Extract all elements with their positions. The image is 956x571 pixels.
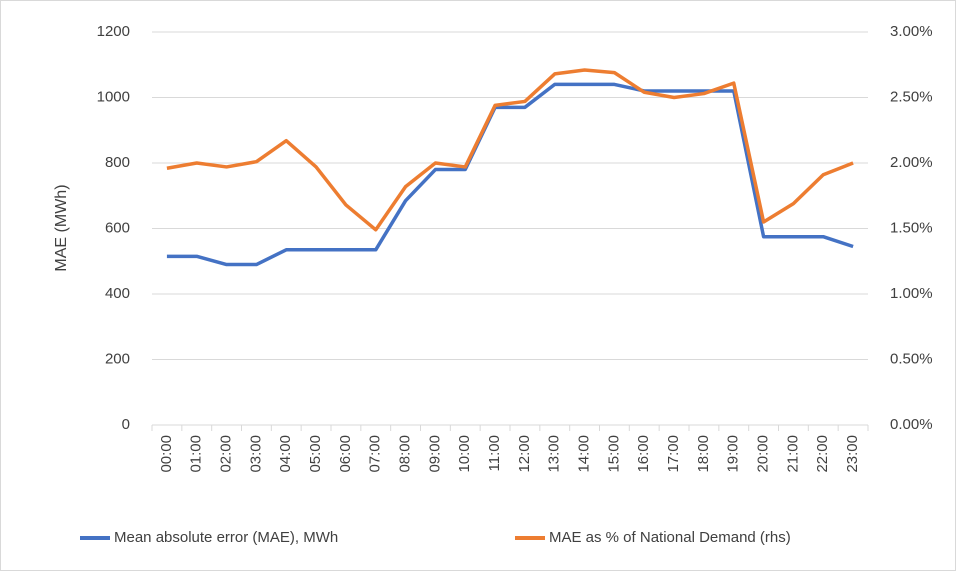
y2-tick-label: 1.50% (890, 219, 933, 236)
y2-tick-label: 0.50% (890, 350, 933, 367)
x-tick-label: 14:00 (576, 435, 593, 473)
series-line (166, 68, 854, 232)
y-tick-label: 400 (105, 285, 130, 302)
y2-tick-label: 3.00% (890, 23, 933, 40)
x-tick-label: 23:00 (844, 435, 861, 473)
x-tick-label: 17:00 (665, 435, 682, 473)
y2-tick-label: 2.50% (890, 88, 933, 105)
legend-label: Mean absolute error (MAE), MWh (114, 529, 338, 546)
x-tick-label: 06:00 (337, 435, 354, 473)
x-tick-label: 20:00 (755, 435, 772, 473)
x-tick-label: 09:00 (426, 435, 443, 473)
x-tick-label: 01:00 (188, 435, 205, 473)
x-tick-label: 12:00 (516, 435, 533, 473)
y-tick-label: 200 (105, 350, 130, 367)
x-tick-label: 16:00 (635, 435, 652, 473)
x-tick-label: 05:00 (307, 435, 324, 473)
legend-label: MAE as % of National Demand (rhs) (549, 529, 791, 546)
x-tick-label: 02:00 (218, 435, 235, 473)
y2-tick-label: 1.00% (890, 285, 933, 302)
y-tick-label: 800 (105, 154, 130, 171)
x-tick-label: 15:00 (605, 435, 622, 473)
y-tick-label: 600 (105, 219, 130, 236)
x-tick-label: 07:00 (367, 435, 384, 473)
x-tick-label: 08:00 (397, 435, 414, 473)
y-tick-label: 1000 (97, 88, 130, 105)
x-tick-label: 11:00 (486, 435, 503, 471)
y-tick-label: 0 (122, 416, 130, 433)
x-tick-label: 04:00 (277, 435, 294, 473)
x-tick-label: 00:00 (158, 435, 175, 473)
x-tick-label: 18:00 (695, 435, 712, 473)
x-tick-label: 21:00 (784, 435, 801, 473)
y-axis-title: MAE (MWh) (53, 184, 70, 271)
x-tick-label: 13:00 (546, 435, 563, 473)
x-tick-label: 03:00 (247, 435, 264, 473)
y-tick-label: 1200 (97, 23, 130, 40)
x-tick-label: 22:00 (814, 435, 831, 473)
x-tick-label: 10:00 (456, 435, 473, 473)
x-tick-label: 19:00 (725, 435, 742, 473)
series-line (166, 82, 854, 267)
y2-tick-label: 2.00% (890, 154, 933, 171)
y2-tick-label: 0.00% (890, 416, 933, 433)
